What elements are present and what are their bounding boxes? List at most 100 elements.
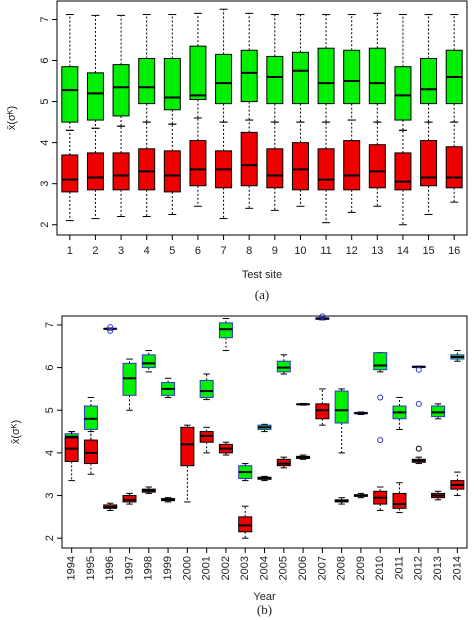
box	[83, 405, 98, 430]
x-tick-label: 2010	[374, 556, 386, 580]
plot-frame	[61, 315, 468, 549]
box	[317, 148, 335, 191]
box	[240, 131, 258, 187]
outlier	[377, 437, 384, 444]
box	[276, 360, 291, 373]
box	[199, 431, 214, 443]
x-tick-label: 6	[195, 245, 201, 257]
box	[266, 148, 284, 189]
box	[189, 45, 207, 101]
box	[180, 426, 195, 467]
x-tick-label: 2000	[181, 556, 193, 580]
box	[138, 57, 156, 105]
box	[291, 51, 309, 105]
x-tick-label: 2	[92, 245, 98, 257]
x-tick-label: 2006	[297, 556, 309, 580]
box	[431, 405, 446, 418]
outlier	[415, 366, 422, 373]
box	[112, 152, 130, 191]
y-tick-label: 2	[39, 222, 51, 228]
box	[266, 55, 284, 105]
x-tick-label: 2001	[201, 556, 213, 580]
box	[86, 72, 104, 121]
box	[368, 144, 386, 189]
box	[138, 148, 156, 191]
box	[315, 403, 330, 420]
box	[215, 53, 233, 105]
x-tick-label: 1997	[123, 556, 135, 580]
x-tick-label: 11	[320, 245, 331, 257]
box	[343, 49, 361, 105]
x-tick-label: 3	[118, 245, 124, 257]
x-tick-label: 7	[221, 245, 227, 257]
x-tick-label: 2011	[393, 556, 405, 580]
y-tick-label: 7	[39, 16, 51, 22]
y-tick-label: 7	[44, 322, 56, 328]
x-tick-label: 5	[169, 245, 175, 257]
x-tick-label: 1999	[162, 556, 174, 580]
x-tick-label: 2002	[220, 556, 232, 580]
box	[317, 47, 335, 105]
x-tick-label: 14	[397, 245, 409, 257]
box	[189, 140, 207, 187]
y-tick-label: 5	[44, 407, 56, 413]
box	[445, 146, 463, 189]
box	[64, 437, 79, 462]
x-tick-label: 12	[346, 245, 358, 257]
x-tick-label: 2013	[432, 556, 444, 580]
y-tick-label: 6	[44, 365, 56, 371]
x-tick-label: 2008	[336, 556, 348, 580]
y-axis-label: x̄(σᴷ)	[10, 420, 22, 444]
box	[83, 439, 98, 465]
y-tick-label: 4	[44, 450, 56, 456]
box	[112, 64, 130, 117]
box	[199, 379, 214, 398]
box	[163, 150, 181, 193]
x-tick-label: 1996	[104, 556, 116, 580]
box	[373, 352, 388, 371]
x-tick-label: 16	[448, 245, 460, 257]
x-tick-label: 2009	[355, 556, 367, 580]
outlier	[377, 394, 384, 401]
box	[240, 49, 258, 103]
x-tick-label: 4	[144, 245, 150, 257]
outlier	[415, 400, 422, 407]
y-axis-label: x̄(σᴷ)	[6, 106, 18, 130]
y-tick-label: 3	[44, 492, 56, 498]
x-axis-label: Year	[253, 591, 276, 603]
box	[392, 492, 407, 509]
x-tick-label: 9	[272, 245, 278, 257]
box	[122, 495, 137, 503]
x-tick-label: 2014	[451, 556, 463, 580]
outlier	[415, 445, 422, 452]
box	[86, 152, 104, 191]
outlier	[107, 327, 114, 334]
x-tick-label: 8	[246, 245, 252, 257]
x-tick-label: 13	[371, 245, 383, 257]
y-tick-label: 5	[39, 99, 51, 105]
x-tick-label: 2007	[316, 556, 328, 580]
box	[368, 47, 386, 105]
y-tick-label: 2	[44, 535, 56, 541]
outlier	[107, 324, 114, 331]
box	[276, 458, 291, 467]
x-tick-label: 2012	[413, 556, 425, 580]
x-tick-label: 1995	[85, 556, 97, 580]
box	[394, 152, 412, 191]
x-axis-label: Test site	[242, 269, 282, 281]
x-tick-label: 2005	[278, 556, 290, 580]
caption: (b)	[257, 602, 272, 617]
box	[420, 140, 438, 187]
box	[61, 154, 79, 193]
caption: (a)	[255, 287, 269, 302]
x-tick-label: 2004	[258, 556, 270, 580]
box	[291, 142, 309, 191]
x-tick-label: 1	[67, 245, 73, 257]
box	[122, 362, 137, 396]
box	[163, 57, 181, 111]
box	[61, 66, 79, 123]
box	[343, 140, 361, 191]
plot-frame	[56, 0, 468, 236]
x-tick-label: 2003	[239, 556, 251, 580]
